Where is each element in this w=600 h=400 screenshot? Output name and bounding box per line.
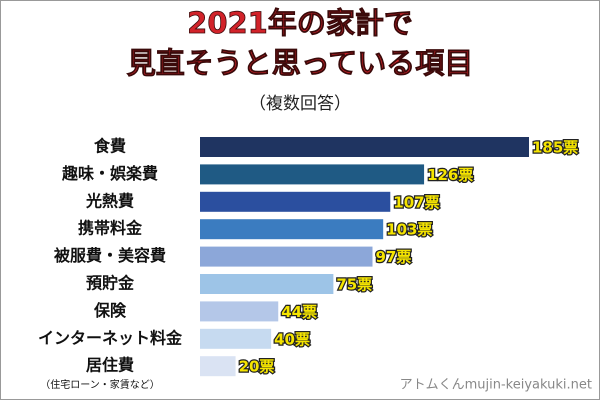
value-label: 75票 — [336, 276, 372, 294]
bar — [200, 164, 425, 185]
watermark: アトムくんmujin-keiyakuki.net — [400, 378, 592, 393]
chart-title: 見直そうと思っている項目 — [127, 46, 474, 80]
bar — [200, 356, 236, 377]
bar — [200, 191, 391, 212]
category-label: インターネット料金 — [38, 328, 183, 347]
bar — [200, 246, 373, 267]
bar — [200, 219, 384, 240]
value-label: 185票 — [532, 139, 578, 157]
value-label: 126票 — [427, 166, 473, 184]
value-label: 44票 — [281, 303, 317, 321]
category-label: 趣味・娯楽費 — [61, 164, 158, 183]
category-label: 居住費 — [86, 356, 134, 375]
subtitle: （複数回答） — [249, 94, 351, 114]
bar — [200, 274, 334, 294]
bar — [200, 301, 279, 322]
value-label: 97票 — [376, 248, 412, 266]
bar — [200, 137, 529, 157]
category-label: 光熱費 — [85, 191, 134, 210]
bar — [200, 328, 272, 349]
category-label: 被服費・美容費 — [54, 246, 166, 265]
chart-title: 2021年の家計で — [187, 6, 413, 40]
value-label: 20票 — [239, 358, 275, 376]
category-label: 預貯金 — [86, 274, 135, 293]
category-label: 保険 — [93, 301, 127, 320]
value-label: 103票 — [386, 221, 432, 239]
category-label: 携帯料金 — [78, 219, 143, 238]
value-label: 107票 — [393, 193, 439, 211]
category-label: 食費 — [93, 137, 126, 156]
note: （住宅ローン・家賃など） — [40, 378, 160, 391]
value-label: 40票 — [274, 330, 310, 348]
